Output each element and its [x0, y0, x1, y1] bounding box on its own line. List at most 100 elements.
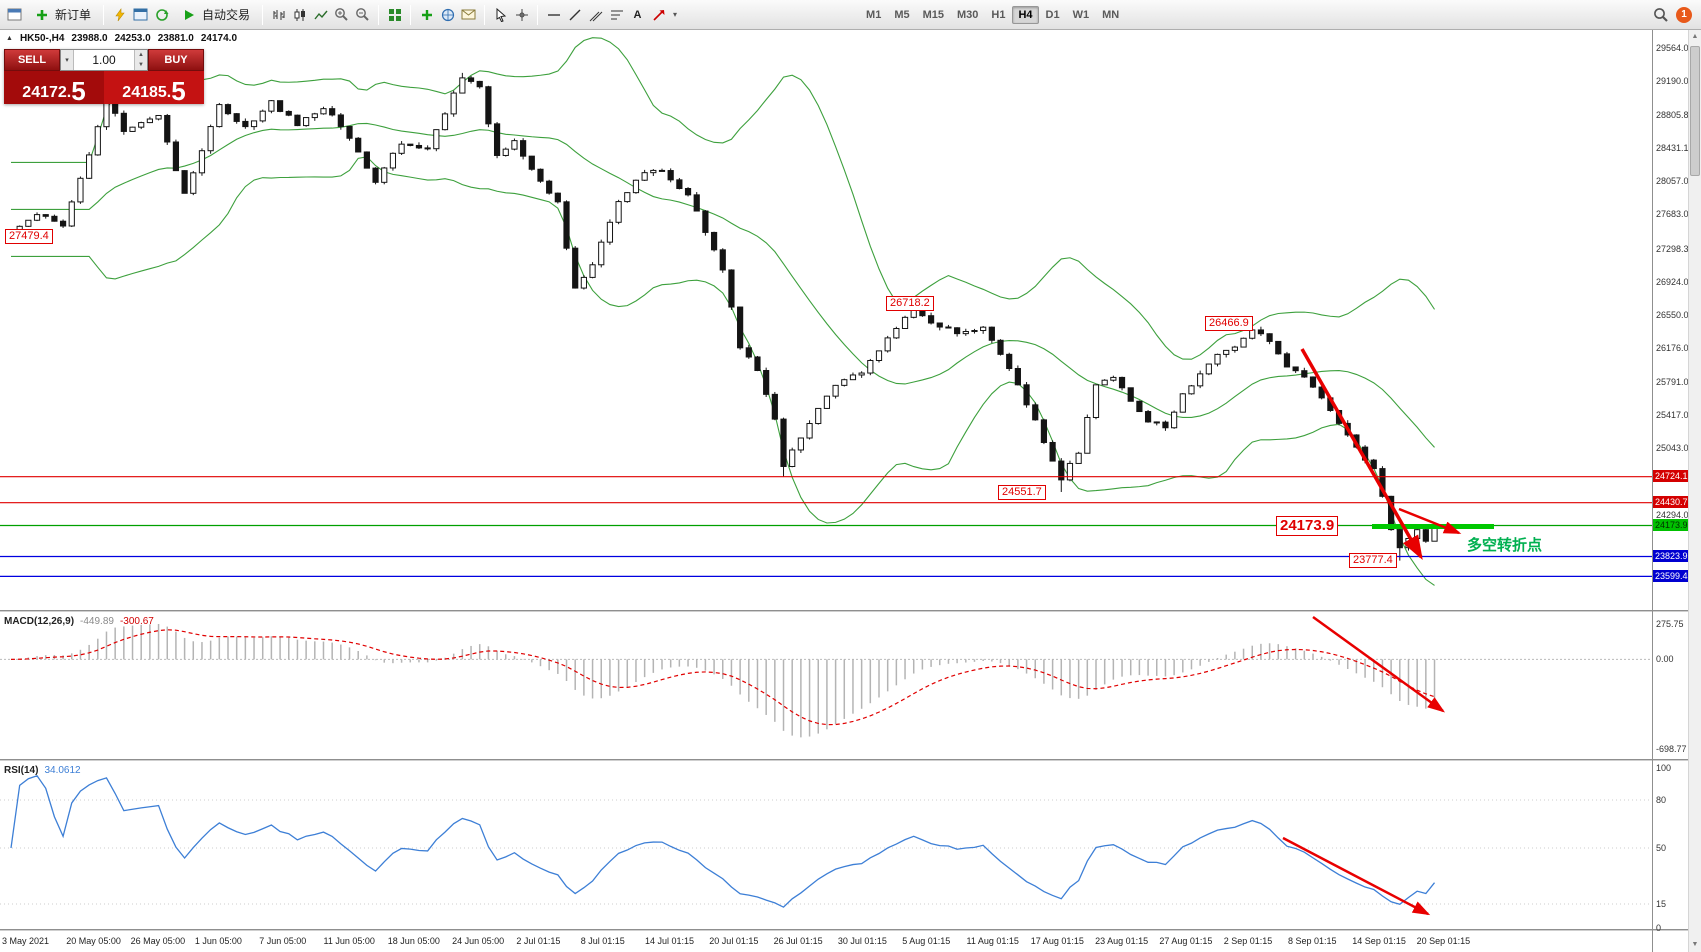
- volume-mode-dropdown[interactable]: ▾: [61, 50, 74, 70]
- toolbar-separator: [410, 4, 412, 25]
- timeframe-button-M1[interactable]: M1: [866, 8, 882, 21]
- sell-price-fraction: 5: [71, 75, 86, 106]
- play-icon: [179, 5, 198, 24]
- price-callout-27479.4[interactable]: 27479.4: [5, 229, 53, 244]
- time-axis-label[interactable]: 14 Jul 01:15: [645, 936, 695, 946]
- bar-chart-icon[interactable]: [269, 5, 288, 24]
- time-axis-label[interactable]: 5 Aug 01:15: [902, 936, 951, 946]
- fibonacci-tool-icon[interactable]: [607, 5, 626, 24]
- time-axis-label[interactable]: 11 Aug 01:15: [966, 936, 1019, 946]
- ohlc-high: 24253.0: [114, 33, 151, 44]
- price-callout-24551.7[interactable]: 24551.7: [998, 485, 1046, 500]
- time-axis-label[interactable]: 20 May 05:00: [66, 936, 121, 946]
- timeframe-button-MN[interactable]: MN: [1102, 8, 1120, 21]
- mail-icon[interactable]: [459, 5, 478, 24]
- symbol-ohlc-bar: ▲ HK50-,H4 23988.0 24253.0 23881.0 24174…: [6, 33, 237, 44]
- time-axis-label[interactable]: 26 Jul 01:15: [773, 936, 823, 946]
- toolbar-separator: [484, 4, 486, 25]
- price-callout-24173.9[interactable]: 24173.9: [1276, 516, 1339, 536]
- scroll-down-button[interactable]: ▼: [1691, 941, 1699, 948]
- trendline-tool-icon[interactable]: [565, 5, 584, 24]
- crosshair-icon[interactable]: [512, 5, 531, 24]
- refresh-icon[interactable]: [152, 5, 171, 24]
- plus-icon: [32, 5, 51, 24]
- sell-price-main: 24172.: [22, 84, 72, 102]
- new-window-icon[interactable]: [417, 5, 436, 24]
- timeframe-button-M15[interactable]: M15: [922, 8, 944, 21]
- time-axis-label[interactable]: 7 Jun 05:00: [259, 936, 307, 946]
- channel-tool-icon[interactable]: [586, 5, 605, 24]
- volume-down-button[interactable]: ▼: [135, 60, 147, 70]
- search-icon[interactable]: [1651, 5, 1670, 24]
- timeframe-group: M1 M5 M15 M30 H1 H4 D1 W1 MN: [860, 5, 1125, 24]
- time-axis-label[interactable]: 30 Jul 01:15: [837, 936, 887, 946]
- hline-tool-icon[interactable]: [544, 5, 563, 24]
- scrollbar-thumb[interactable]: [1690, 46, 1700, 176]
- annotation-text[interactable]: 多空转折点: [1467, 537, 1543, 554]
- sell-price[interactable]: 24172. 5: [4, 71, 104, 104]
- zoom-out-icon[interactable]: [353, 5, 372, 24]
- toolbar-separator: [103, 4, 105, 25]
- timeframe-button-H4[interactable]: H4: [1012, 5, 1039, 24]
- timeframe-button-D1[interactable]: D1: [1045, 8, 1060, 21]
- time-axis-label[interactable]: 26 May 05:00: [130, 936, 186, 946]
- macd-indicator-label: MACD(12,26,9) -449.89 -300.67: [4, 616, 154, 627]
- arrows-tool-icon[interactable]: [649, 5, 668, 24]
- vertical-scrollbar[interactable]: ▲ ▼: [1688, 30, 1701, 952]
- toolbar-separator: [537, 4, 539, 25]
- time-axis-label[interactable]: 14 Sep 01:15: [1352, 936, 1406, 946]
- macd-main-value: -449.89: [80, 616, 114, 627]
- time-axis-label[interactable]: 8 Jul 01:15: [580, 936, 625, 946]
- window-icon[interactable]: [131, 5, 150, 24]
- price-callout-26466.9[interactable]: 26466.9: [1205, 316, 1253, 331]
- new-order-button[interactable]: 新订单: [26, 2, 97, 27]
- buy-price[interactable]: 24185. 5: [104, 71, 204, 104]
- objects-dropdown-icon[interactable]: ▾: [673, 10, 678, 19]
- candlestick-icon[interactable]: [290, 5, 309, 24]
- autotrading-button[interactable]: 自动交易: [173, 2, 256, 27]
- time-axis-label[interactable]: 20 Sep 01:15: [1416, 936, 1471, 946]
- rsi-value: 34.0612: [44, 765, 81, 776]
- time-axis-label[interactable]: 8 Sep 01:15: [1288, 936, 1337, 946]
- new-chart-icon[interactable]: [5, 5, 24, 24]
- text-tool-icon[interactable]: A: [633, 8, 642, 21]
- time-axis-label[interactable]: 27 Aug 01:15: [1159, 936, 1213, 946]
- panel-separator[interactable]: [0, 610, 1689, 612]
- notification-badge[interactable]: 1: [1676, 6, 1692, 23]
- zoom-in-icon[interactable]: [332, 5, 351, 24]
- volume-up-button[interactable]: ▲: [135, 50, 147, 60]
- time-axis-label[interactable]: 3 May 2021: [2, 936, 50, 946]
- tile-windows-icon[interactable]: [385, 5, 404, 24]
- price-callout-23777.4[interactable]: 23777.4: [1349, 553, 1397, 568]
- time-axis-label[interactable]: 23 Aug 01:15: [1095, 936, 1149, 946]
- sell-button[interactable]: SELL: [4, 49, 60, 71]
- time-axis-label[interactable]: 1 Jun 05:00: [194, 936, 242, 946]
- toolbar-separator: [262, 4, 264, 25]
- time-axis-label[interactable]: 17 Aug 01:15: [1030, 936, 1084, 946]
- globe-icon[interactable]: [438, 5, 457, 24]
- price-callout-26718.2[interactable]: 26718.2: [886, 296, 934, 311]
- lightning-icon[interactable]: [110, 5, 129, 24]
- time-axis-label[interactable]: 20 Jul 01:15: [709, 936, 759, 946]
- line-chart-icon[interactable]: [311, 5, 330, 24]
- volume-stepper: ▲ ▼: [134, 50, 147, 70]
- volume-input[interactable]: 1.00: [92, 53, 116, 67]
- buy-price-main: 24185.: [122, 84, 172, 102]
- timeframe-button-H1[interactable]: H1: [991, 8, 1006, 21]
- scroll-up-button[interactable]: ▲: [1691, 33, 1699, 40]
- autotrading-label: 自动交易: [202, 8, 251, 22]
- time-axis-label[interactable]: 2 Sep 01:15: [1223, 936, 1273, 946]
- timeframe-button-W1[interactable]: W1: [1072, 8, 1090, 21]
- time-axis-label[interactable]: 24 Jun 05:00: [452, 936, 505, 946]
- time-axis-label[interactable]: 11 Jun 05:00: [323, 936, 375, 946]
- new-order-label: 新订单: [55, 8, 92, 22]
- cursor-icon[interactable]: [491, 5, 510, 24]
- timeframe-button-M30[interactable]: M30: [957, 8, 979, 21]
- timeframe-button-M5[interactable]: M5: [894, 8, 910, 21]
- buy-button[interactable]: BUY: [148, 49, 204, 71]
- time-axis-label[interactable]: 18 Jun 05:00: [387, 936, 440, 946]
- symbol-expand-icon[interactable]: ▲: [6, 35, 13, 42]
- panel-separator[interactable]: [0, 759, 1689, 761]
- time-axis-label[interactable]: 2 Jul 01:15: [516, 936, 561, 946]
